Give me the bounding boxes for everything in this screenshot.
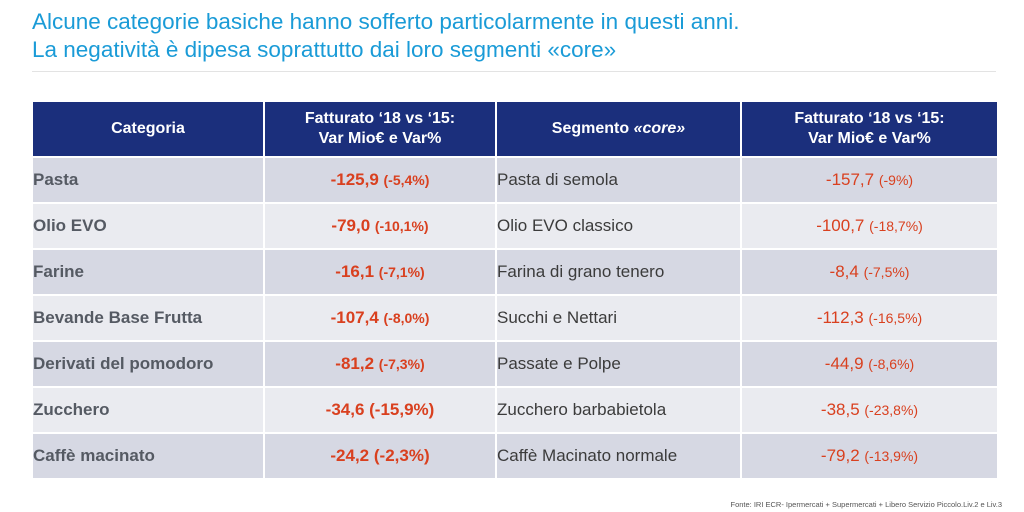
slide-title: Alcune categorie basiche hanno sofferto …	[32, 8, 1002, 64]
table-row: Zucchero -34,6 (-15,9%) Zucchero barbabi…	[33, 388, 997, 432]
segment-value: -44,9	[824, 354, 864, 373]
segment-variation: -38,5 (-23,8%)	[742, 388, 997, 432]
category-name: Caffè macinato	[33, 434, 263, 478]
category-percent: (-8,0%)	[383, 310, 430, 326]
category-name: Zucchero	[33, 388, 263, 432]
header-core-label: «core»	[633, 120, 686, 137]
category-value: -107,4	[330, 308, 379, 327]
category-percent: (-10,1%)	[374, 218, 429, 234]
segment-name: Succhi e Nettari	[497, 296, 740, 340]
segment-value: -8,4	[829, 262, 859, 281]
title-divider	[32, 71, 996, 72]
category-table: Categoria Fatturato ‘18 vs ‘15: Var Mio€…	[31, 100, 999, 480]
table-row: Olio EVO -79,0 (-10,1%) Olio EVO classic…	[33, 204, 997, 248]
category-percent: (-7,1%)	[378, 264, 425, 280]
header-category-variation-line-1: Fatturato ‘18 vs ‘15:	[304, 110, 456, 127]
slide-title-line-2: La negatività è dipesa soprattutto dai l…	[32, 37, 617, 62]
category-variation: -16,1 (-7,1%)	[265, 250, 495, 294]
segment-variation: -44,9 (-8,6%)	[742, 342, 997, 386]
header-categoria: Categoria	[33, 102, 263, 156]
category-variation: -125,9 (-5,4%)	[265, 158, 495, 202]
segment-variation: -8,4 (-7,5%)	[742, 250, 997, 294]
segment-percent: (-16,5%)	[868, 310, 923, 326]
category-variation: -79,0 (-10,1%)	[265, 204, 495, 248]
segment-value: -112,3	[816, 308, 864, 327]
category-percent: (-5,4%)	[383, 172, 430, 188]
segment-name: Passate e Polpe	[497, 342, 740, 386]
segment-percent: (-18,7%)	[869, 218, 923, 234]
segment-name: Farina di grano tenero	[497, 250, 740, 294]
category-variation: -34,6 (-15,9%)	[265, 388, 495, 432]
category-percent: (-15,9%)	[369, 400, 435, 419]
category-variation: -81,2 (-7,3%)	[265, 342, 495, 386]
segment-percent: (-23,8%)	[864, 402, 919, 418]
category-name: Bevande Base Frutta	[33, 296, 263, 340]
category-value: -24,2	[330, 446, 370, 465]
table-row: Derivati del pomodoro -81,2 (-7,3%) Pass…	[33, 342, 997, 386]
segment-percent: (-9%)	[878, 172, 914, 188]
category-value: -125,9	[330, 170, 379, 189]
source-note: Fonte: IRI ECR- Ipermercati + Supermerca…	[730, 500, 1003, 509]
segment-name: Zucchero barbabietola	[497, 388, 740, 432]
segment-name: Olio EVO classico	[497, 204, 740, 248]
segment-name: Caffè Macinato normale	[497, 434, 740, 478]
segment-value: -157,7	[825, 170, 875, 189]
header-segment-variation: Fatturato ‘18 vs ‘15: Var Mio€ e Var%	[742, 102, 997, 156]
category-name: Olio EVO	[33, 204, 263, 248]
segment-variation: -79,2 (-13,9%)	[742, 434, 997, 478]
category-variation: -107,4 (-8,0%)	[265, 296, 495, 340]
table-header-row: Categoria Fatturato ‘18 vs ‘15: Var Mio€…	[33, 102, 997, 156]
category-name: Pasta	[33, 158, 263, 202]
segment-percent: (-8,6%)	[868, 356, 915, 372]
category-value: -34,6	[325, 400, 365, 419]
header-segmento-core: Segmento «core»	[497, 102, 740, 156]
header-category-variation-line-2: Var Mio€ e Var%	[318, 130, 442, 147]
header-segmento-label: Segmento	[551, 120, 634, 137]
category-name: Farine	[33, 250, 263, 294]
slide-title-line-1: Alcune categorie basiche hanno sofferto …	[32, 9, 740, 34]
category-value: -81,2	[335, 354, 375, 373]
header-category-variation: Fatturato ‘18 vs ‘15: Var Mio€ e Var%	[265, 102, 495, 156]
segment-value: -79,2	[820, 446, 860, 465]
segment-percent: (-13,9%)	[864, 448, 919, 464]
category-value: -79,0	[331, 216, 371, 235]
segment-value: -38,5	[820, 400, 860, 419]
segment-name: Pasta di semola	[497, 158, 740, 202]
category-percent: (-2,3%)	[373, 446, 430, 465]
table-row: Farine -16,1 (-7,1%) Farina di grano ten…	[33, 250, 997, 294]
table-row: Bevande Base Frutta -107,4 (-8,0%) Succh…	[33, 296, 997, 340]
segment-variation: -100,7 (-18,7%)	[742, 204, 997, 248]
segment-percent: (-7,5%)	[863, 264, 910, 280]
table-row: Pasta -125,9 (-5,4%) Pasta di semola -15…	[33, 158, 997, 202]
segment-value: -100,7	[816, 216, 865, 235]
table-row: Caffè macinato -24,2 (-2,3%) Caffè Macin…	[33, 434, 997, 478]
header-segment-variation-line-1: Fatturato ‘18 vs ‘15:	[794, 110, 945, 127]
category-variation: -24,2 (-2,3%)	[265, 434, 495, 478]
category-percent: (-7,3%)	[378, 356, 425, 372]
category-name: Derivati del pomodoro	[33, 342, 263, 386]
segment-variation: -112,3 (-16,5%)	[742, 296, 997, 340]
header-segment-variation-line-2: Var Mio€ e Var%	[808, 130, 931, 147]
category-value: -16,1	[335, 262, 375, 281]
segment-variation: -157,7 (-9%)	[742, 158, 997, 202]
